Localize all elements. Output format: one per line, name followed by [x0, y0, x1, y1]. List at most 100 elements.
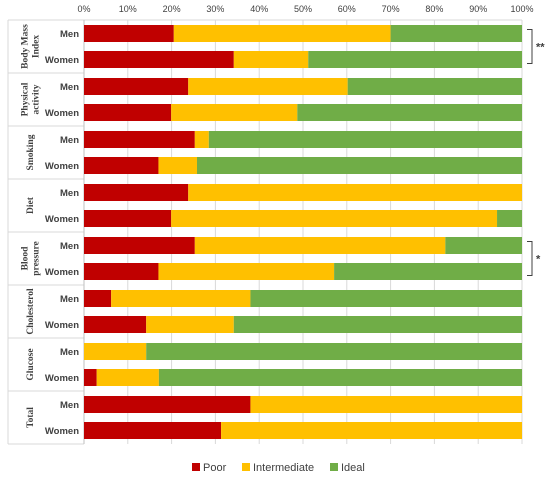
- group-label: Total: [26, 407, 36, 428]
- bar-intermediate: [188, 184, 522, 201]
- bar-poor: [84, 369, 97, 386]
- sex-label: Women: [45, 373, 79, 384]
- group-label-line: Total: [26, 407, 36, 428]
- legend-swatch: [330, 463, 338, 471]
- bar-ideal: [347, 78, 522, 95]
- bar-intermediate: [171, 210, 498, 227]
- group-label-line: Index: [32, 35, 42, 58]
- bar-intermediate: [194, 131, 209, 148]
- sex-label: Men: [60, 135, 79, 146]
- significance-bracket: [527, 29, 533, 64]
- group-label-line: activity: [32, 84, 42, 114]
- x-tick-label: 60%: [338, 4, 356, 14]
- bar-intermediate: [171, 104, 298, 121]
- significance-marker: **: [536, 42, 545, 54]
- group-label-line: Cholesterol: [26, 288, 36, 335]
- x-tick-label: 30%: [206, 4, 224, 14]
- group-label: Physicalactivity: [21, 82, 42, 116]
- x-tick-label: 20%: [163, 4, 181, 14]
- bar-intermediate: [111, 290, 251, 307]
- x-tick-label: 90%: [469, 4, 487, 14]
- bar-ideal: [233, 316, 522, 333]
- bar-poor: [84, 131, 195, 148]
- bar-intermediate: [188, 78, 348, 95]
- bar-ideal: [158, 369, 522, 386]
- bar-ideal: [197, 157, 522, 174]
- sex-label: Men: [60, 400, 79, 411]
- bar-ideal: [297, 104, 522, 121]
- x-tick-label: 80%: [425, 4, 443, 14]
- sex-label: Men: [60, 82, 79, 93]
- group-label-line: Body Mass: [21, 24, 31, 69]
- x-tick-label: 50%: [294, 4, 312, 14]
- group-label-line: Smoking: [26, 134, 36, 170]
- bar-intermediate: [96, 369, 159, 386]
- bar-poor: [84, 78, 189, 95]
- x-tick-label: 40%: [250, 4, 268, 14]
- legend-label: Poor: [203, 462, 227, 474]
- bar-poor: [84, 263, 159, 280]
- x-tick-label: 100%: [510, 4, 533, 14]
- significance-bracket: [527, 241, 533, 276]
- bar-ideal: [146, 343, 523, 360]
- significance-marker: *: [536, 254, 541, 266]
- bar-poor: [84, 316, 147, 333]
- bar-intermediate: [250, 396, 522, 413]
- bar-poor: [84, 51, 234, 68]
- bar-intermediate: [233, 51, 309, 68]
- sex-label: Women: [45, 267, 79, 278]
- group-label: Diet: [26, 196, 36, 214]
- sex-label: Men: [60, 241, 79, 252]
- bar-intermediate: [194, 237, 446, 254]
- group-label: Glucose: [26, 348, 36, 380]
- bar-ideal: [208, 131, 522, 148]
- bar-poor: [84, 422, 222, 439]
- group-label-line: Physical: [21, 82, 31, 116]
- group-label: Smoking: [26, 134, 36, 170]
- bar-ideal: [334, 263, 522, 280]
- bar-ideal: [497, 210, 522, 227]
- x-tick-label: 70%: [382, 4, 400, 14]
- bar-ideal: [250, 290, 522, 307]
- sex-label: Men: [60, 347, 79, 358]
- group-label: Body MassIndex: [21, 24, 42, 69]
- group-label-line: pressure: [32, 241, 42, 275]
- group-label-line: Glucose: [26, 348, 36, 380]
- bar-ideal: [308, 51, 522, 68]
- bar-intermediate: [158, 157, 198, 174]
- bar-ideal: [390, 25, 522, 42]
- bar-poor: [84, 396, 251, 413]
- group-label-line: Blood: [21, 246, 31, 270]
- sex-label: Women: [45, 320, 79, 331]
- bar-intermediate: [158, 263, 335, 280]
- bar-poor: [84, 157, 159, 174]
- bar-intermediate: [146, 316, 234, 333]
- group-label: Cholesterol: [26, 288, 36, 335]
- bar-poor: [84, 210, 172, 227]
- sex-label: Men: [60, 188, 79, 199]
- sex-label: Men: [60, 29, 79, 40]
- bar-poor: [84, 184, 189, 201]
- legend-swatch: [242, 463, 250, 471]
- bar-poor: [84, 237, 195, 254]
- bar-intermediate: [173, 25, 391, 42]
- bar-poor: [84, 290, 112, 307]
- sex-label: Women: [45, 161, 79, 172]
- group-label-line: Diet: [26, 196, 36, 214]
- bar-ideal: [445, 237, 522, 254]
- sex-label: Women: [45, 108, 79, 119]
- group-label: Bloodpressure: [21, 241, 42, 275]
- legend-label: Ideal: [341, 462, 365, 474]
- bar-intermediate: [221, 422, 522, 439]
- sex-label: Men: [60, 294, 79, 305]
- legend-swatch: [192, 463, 200, 471]
- bar-poor: [84, 25, 174, 42]
- legend-label: Intermediate: [253, 462, 314, 474]
- sex-label: Women: [45, 426, 79, 437]
- x-tick-label: 10%: [119, 4, 137, 14]
- sex-label: Women: [45, 214, 79, 225]
- sex-label: Women: [45, 55, 79, 66]
- bar-intermediate: [84, 343, 147, 360]
